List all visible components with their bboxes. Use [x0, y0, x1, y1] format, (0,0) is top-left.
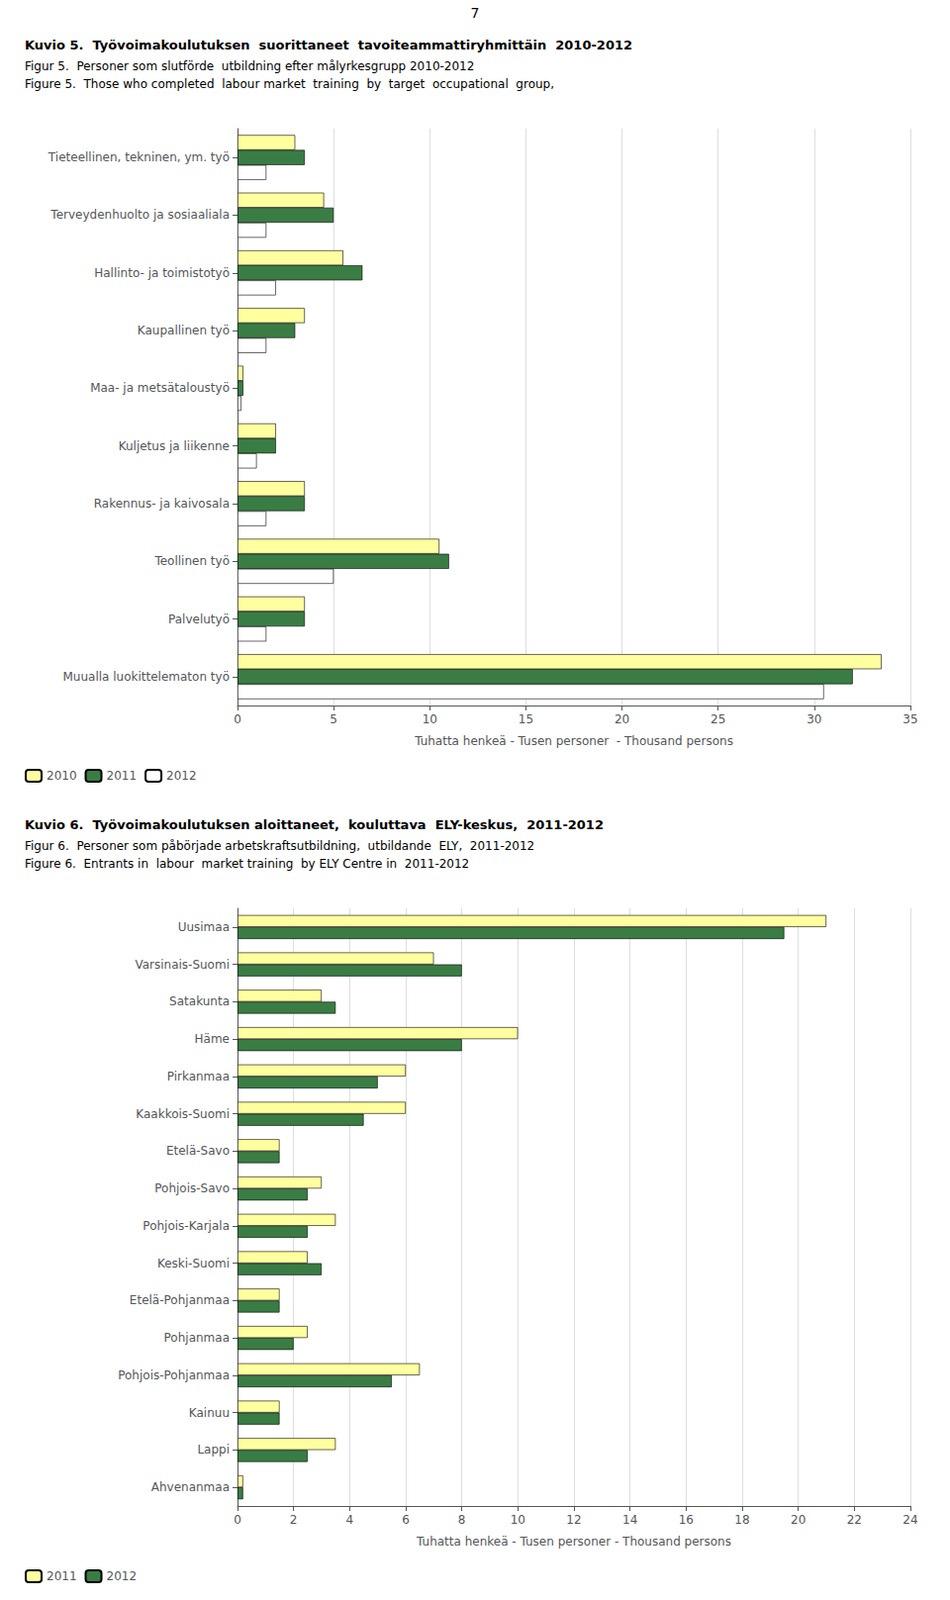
- svg-text:35: 35: [902, 712, 918, 727]
- svg-text:Hallinto- ja toimistotyö: Hallinto- ja toimistotyö: [94, 266, 230, 281]
- svg-text:Teollinen työ: Teollinen työ: [153, 554, 230, 569]
- svg-text:Etelä-Pohjanmaa: Etelä-Pohjanmaa: [129, 1293, 230, 1308]
- svg-text:Muualla luokittelematon työ: Muualla luokittelematon työ: [63, 669, 231, 684]
- svg-text:2010: 2010: [46, 768, 78, 783]
- svg-text:4: 4: [346, 1513, 355, 1527]
- svg-text:12: 12: [566, 1513, 581, 1527]
- svg-text:Häme: Häme: [194, 1032, 230, 1046]
- svg-text:Etelä-Savo: Etelä-Savo: [166, 1143, 230, 1158]
- svg-text:30: 30: [806, 712, 822, 727]
- svg-text:Satakunta: Satakunta: [169, 994, 230, 1009]
- svg-text:Uusimaa: Uusimaa: [178, 920, 230, 935]
- svg-text:Kuvio 5. Työvoimakoulutuksen: Kuvio 5. Työvoimakoulutuksen suorittanee…: [24, 37, 633, 53]
- svg-text:7: 7: [471, 4, 480, 21]
- svg-text:Pohjois-Savo: Pohjois-Savo: [154, 1181, 230, 1196]
- svg-text:0: 0: [233, 1513, 242, 1527]
- svg-text:Tieteellinen, tekninen, ym. ty: Tieteellinen, tekninen, ym. työ: [47, 150, 230, 165]
- svg-text:2012: 2012: [106, 1569, 138, 1584]
- svg-text:6: 6: [401, 1513, 410, 1527]
- svg-text:Tuhatta henkeä - Tusen persone: Tuhatta henkeä - Tusen personer - Thousa…: [413, 734, 734, 749]
- svg-text:2011: 2011: [46, 1569, 78, 1584]
- svg-text:Maa- ja metsätaloustyö: Maa- ja metsätaloustyö: [90, 380, 230, 395]
- svg-text:Kainuu: Kainuu: [189, 1406, 230, 1421]
- svg-text:10: 10: [422, 712, 438, 727]
- svg-text:Kaakkois-Suomi: Kaakkois-Suomi: [135, 1107, 230, 1122]
- svg-text:Ahvenanmaa: Ahvenanmaa: [151, 1480, 230, 1495]
- svg-text:20: 20: [614, 712, 630, 727]
- svg-text:Pohjanmaa: Pohjanmaa: [164, 1330, 230, 1345]
- svg-text:Figure 6. Entrants in labour: Figure 6. Entrants in labour market trai…: [24, 856, 470, 871]
- svg-text:Keski-Suomi: Keski-Suomi: [157, 1256, 230, 1271]
- svg-text:Palvelutyö: Palvelutyö: [168, 612, 230, 627]
- svg-text:Pohjois-Pohjanmaa: Pohjois-Pohjanmaa: [117, 1368, 230, 1383]
- svg-text:Figur 6. Personer som påbörja: Figur 6. Personer som påbörjade arbetskr…: [24, 839, 535, 854]
- svg-text:2: 2: [289, 1513, 298, 1527]
- svg-text:5: 5: [329, 712, 338, 727]
- svg-text:Rakennus- ja kaivosala: Rakennus- ja kaivosala: [94, 496, 230, 511]
- svg-text:Varsinais-Suomi: Varsinais-Suomi: [134, 957, 230, 972]
- svg-text:10: 10: [510, 1513, 526, 1527]
- svg-text:16: 16: [678, 1513, 694, 1527]
- svg-text:8: 8: [458, 1513, 467, 1527]
- svg-text:25: 25: [710, 712, 726, 727]
- svg-text:2012: 2012: [166, 768, 197, 783]
- svg-text:Figur 5. Personer som slutför: Figur 5. Personer som slutförde utbildni…: [24, 59, 475, 74]
- svg-text:Kaupallinen työ: Kaupallinen työ: [137, 323, 230, 338]
- svg-text:Pirkanmaa: Pirkanmaa: [167, 1069, 230, 1084]
- svg-text:24: 24: [902, 1513, 918, 1527]
- svg-text:Figure 5. Those who completed: Figure 5. Those who completed labour mar…: [24, 77, 555, 92]
- svg-text:2011: 2011: [106, 768, 138, 783]
- svg-text:Pohjois-Karjala: Pohjois-Karjala: [142, 1219, 230, 1234]
- svg-text:14: 14: [622, 1513, 638, 1527]
- svg-text:22: 22: [847, 1513, 862, 1527]
- svg-text:Kuljetus ja liikenne: Kuljetus ja liikenne: [118, 439, 230, 454]
- svg-text:Terveydenhuolto ja sosiaaliala: Terveydenhuolto ja sosiaaliala: [49, 207, 230, 222]
- svg-text:Lappi: Lappi: [196, 1442, 230, 1457]
- svg-text:0: 0: [233, 712, 242, 727]
- svg-text:20: 20: [790, 1513, 806, 1527]
- svg-text:15: 15: [518, 712, 534, 727]
- svg-text:18: 18: [734, 1513, 750, 1527]
- svg-text:Kuvio 6. Työvoimakoulutuksen: Kuvio 6. Työvoimakoulutuksen aloittaneet…: [24, 817, 604, 833]
- svg-text:Tuhatta henkeä - Tusen persone: Tuhatta henkeä - Tusen personer - Thousa…: [415, 1534, 732, 1549]
